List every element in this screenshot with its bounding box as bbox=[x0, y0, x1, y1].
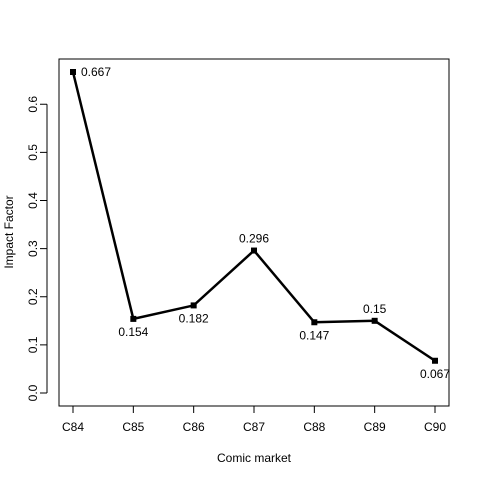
data-point bbox=[130, 315, 137, 322]
y-axis-title: Impact Factor bbox=[2, 195, 16, 268]
series-markers bbox=[70, 69, 438, 364]
data-point bbox=[190, 302, 197, 309]
data-label: 0.154 bbox=[118, 325, 148, 339]
x-tick-label: C88 bbox=[303, 420, 325, 434]
data-point bbox=[70, 69, 76, 75]
x-tick-label: C87 bbox=[243, 420, 265, 434]
data-label: 0.667 bbox=[81, 65, 111, 79]
x-tick-label: C85 bbox=[122, 420, 144, 434]
data-point bbox=[432, 357, 438, 364]
x-tick-label: C84 bbox=[62, 420, 84, 434]
y-tick-label: 0.4 bbox=[26, 192, 40, 209]
x-tick-label: C89 bbox=[364, 420, 386, 434]
y-tick-label: 0.2 bbox=[26, 288, 40, 305]
y-tick-label: 0.1 bbox=[26, 336, 40, 353]
data-label: 0.067 bbox=[420, 367, 450, 381]
data-label: 0.147 bbox=[299, 328, 329, 342]
y-tick-label: 0.6 bbox=[26, 96, 40, 113]
y-axis: 0.0 0.1 0.2 0.3 0.4 0.5 0.6 bbox=[26, 96, 48, 401]
x-tick-label: C90 bbox=[424, 420, 446, 434]
series-line bbox=[71, 71, 436, 362]
data-label: 0.15 bbox=[363, 302, 387, 316]
y-tick-label: 0.3 bbox=[26, 240, 40, 257]
data-point bbox=[371, 317, 378, 324]
y-tick-label: 0.0 bbox=[26, 384, 40, 401]
y-tick-label: 0.5 bbox=[26, 144, 40, 161]
data-point bbox=[311, 319, 318, 326]
data-labels: 0.667 0.154 0.182 0.296 0.147 0.15 0.067 bbox=[81, 65, 450, 381]
x-axis-title: Comic market bbox=[217, 451, 292, 465]
x-axis: C84 C85 C86 C87 C88 C89 C90 bbox=[62, 405, 446, 434]
x-tick-label: C86 bbox=[183, 420, 205, 434]
data-label: 0.182 bbox=[179, 311, 209, 325]
data-label: 0.296 bbox=[239, 232, 269, 246]
data-point bbox=[251, 247, 257, 254]
